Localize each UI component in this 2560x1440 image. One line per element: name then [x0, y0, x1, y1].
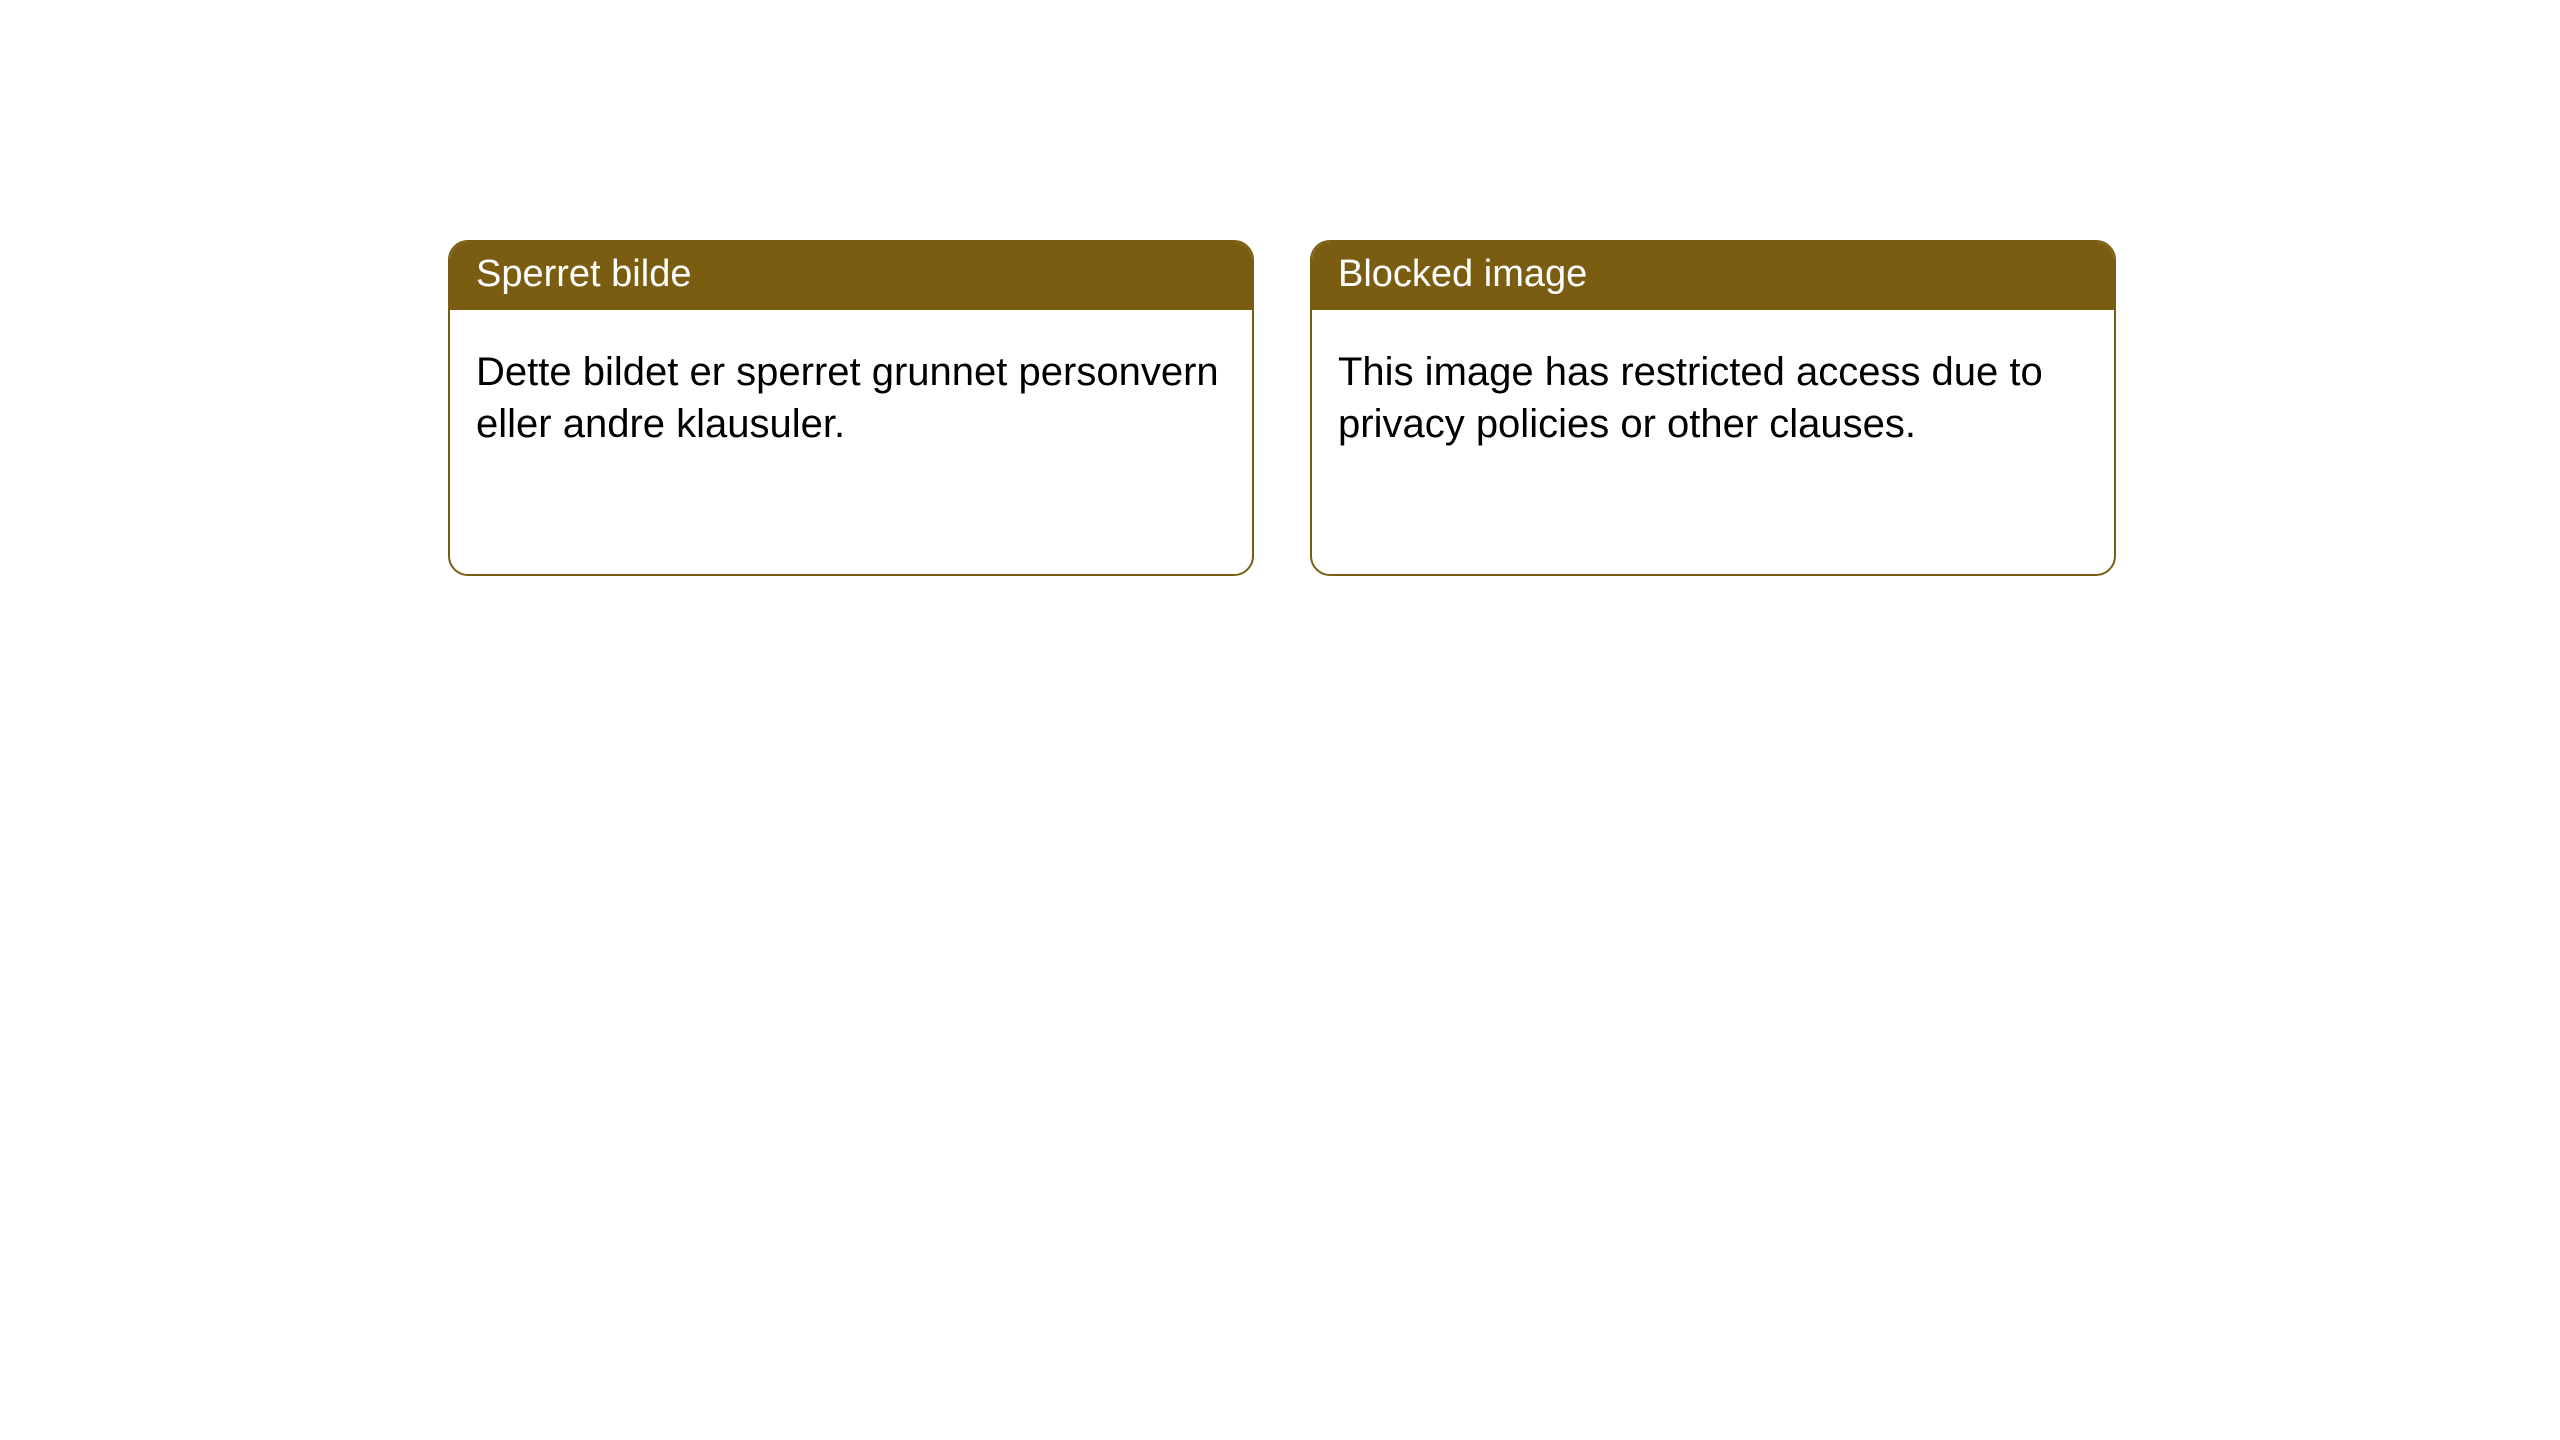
notice-body-no: Dette bildet er sperret grunnet personve… — [450, 310, 1252, 486]
notice-card-en: Blocked image This image has restricted … — [1310, 240, 2116, 576]
notice-container: Sperret bilde Dette bildet er sperret gr… — [0, 0, 2560, 576]
notice-body-en: This image has restricted access due to … — [1312, 310, 2114, 486]
notice-title-en: Blocked image — [1312, 242, 2114, 310]
notice-title-no: Sperret bilde — [450, 242, 1252, 310]
notice-card-no: Sperret bilde Dette bildet er sperret gr… — [448, 240, 1254, 576]
